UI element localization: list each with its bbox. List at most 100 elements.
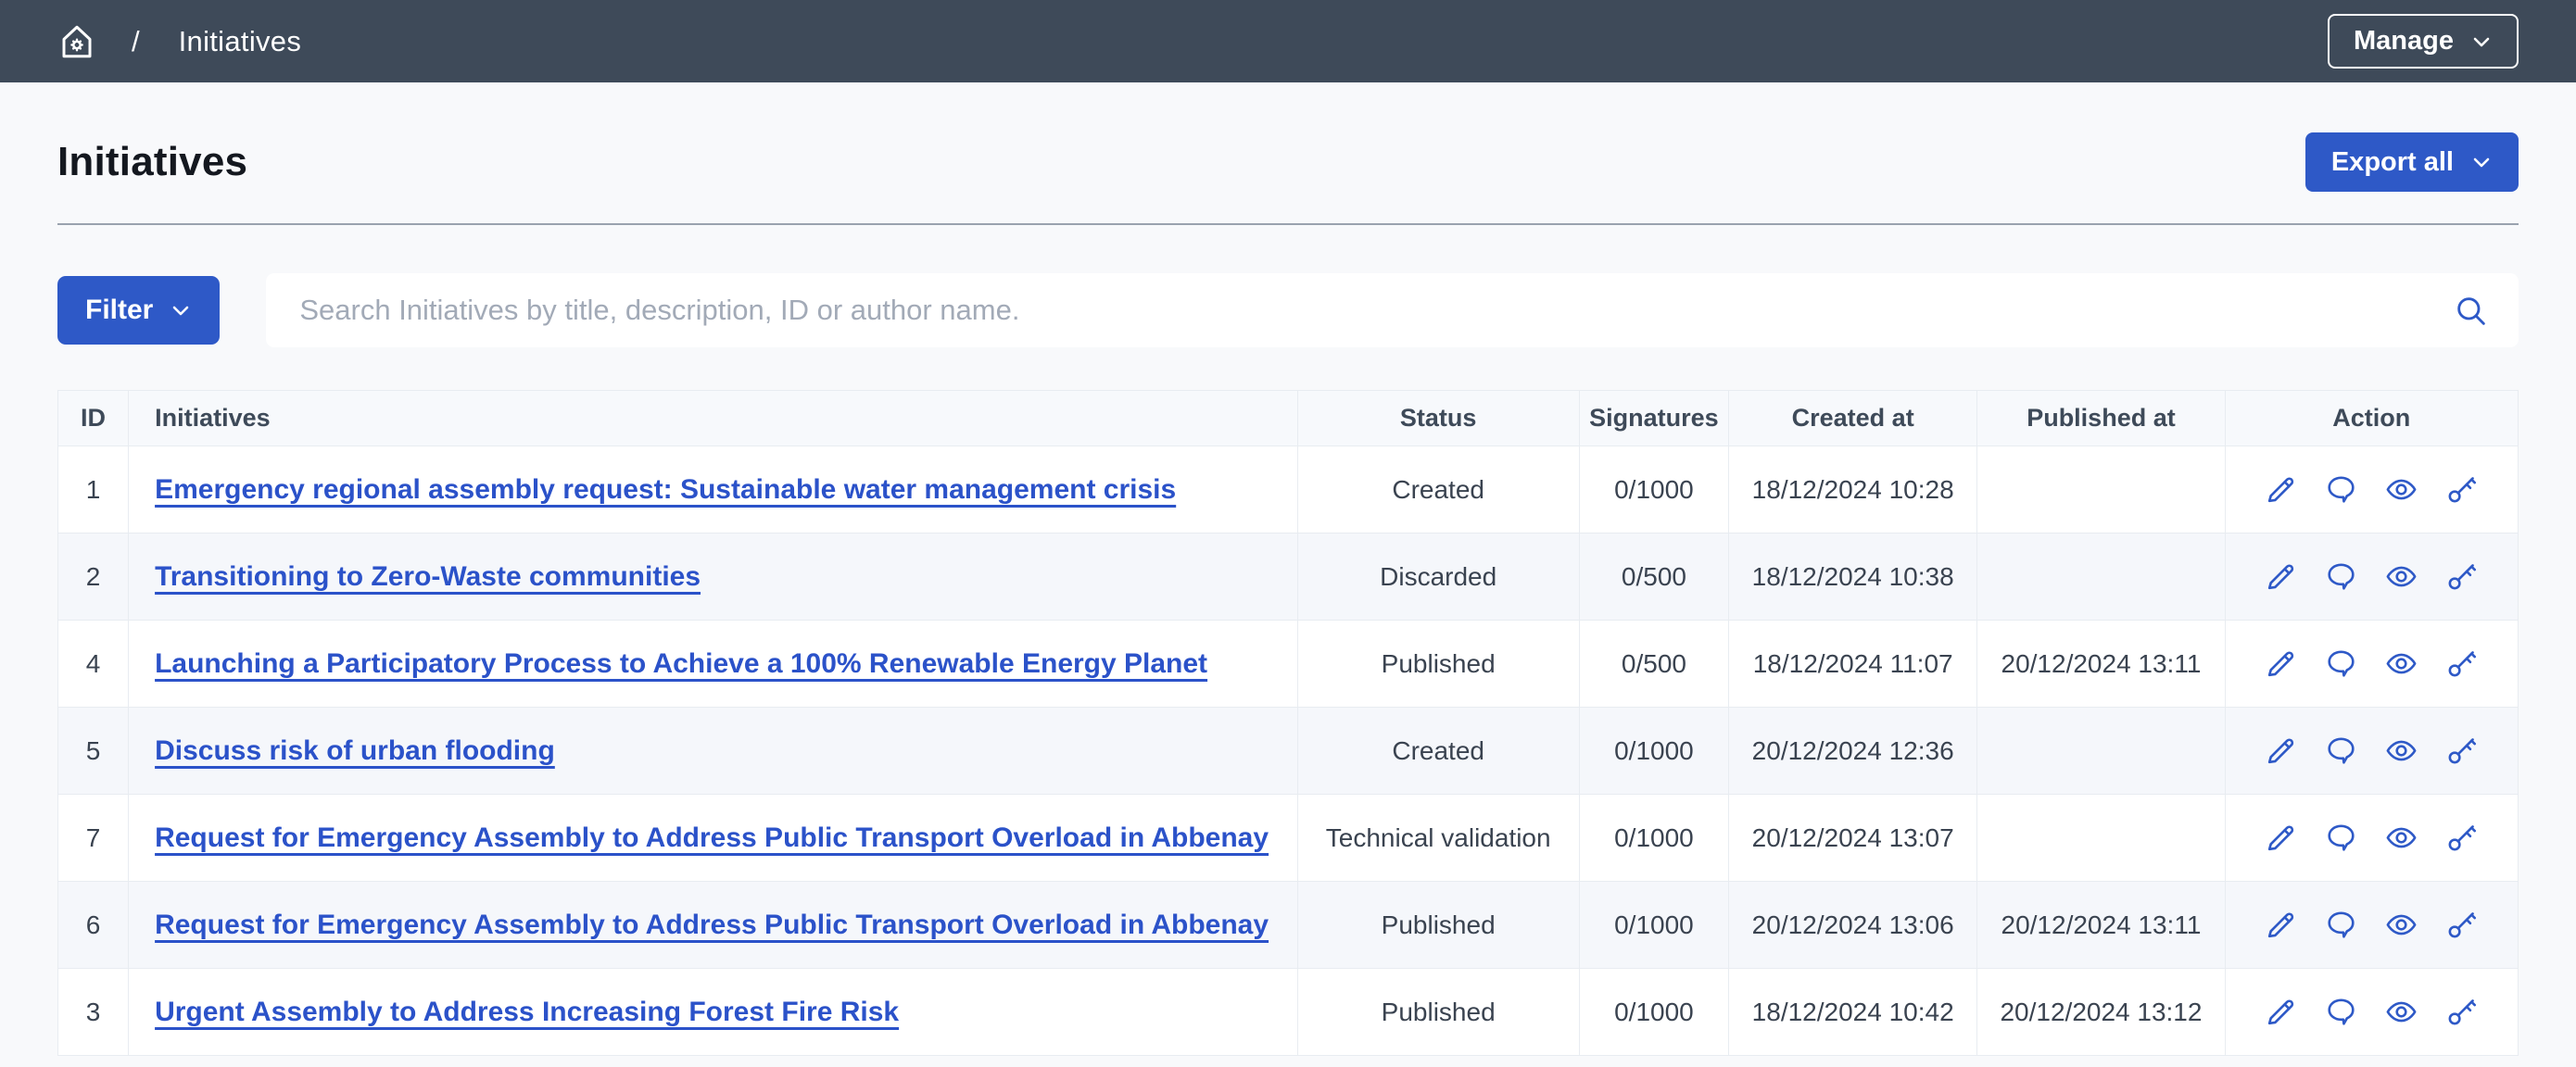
initiative-title-link[interactable]: Request for Emergency Assembly to Addres… <box>155 822 1269 853</box>
row-status: Published <box>1296 620 1580 708</box>
filter-button-label: Filter <box>85 295 154 325</box>
breadcrumb-separator: / <box>132 24 140 57</box>
row-signatures: 0/500 <box>1578 620 1730 708</box>
comment-bubble-icon[interactable] <box>2324 472 2358 507</box>
row-id: 2 <box>57 533 130 621</box>
edit-pencil-icon[interactable] <box>2264 821 2298 855</box>
comment-bubble-icon[interactable] <box>2324 734 2358 768</box>
title-divider <box>57 223 2519 225</box>
table-row: 7 Request for Emergency Assembly to Addre… <box>57 794 2519 882</box>
export-all-label: Export all <box>2330 146 2454 177</box>
chevron-down-icon <box>2470 151 2493 173</box>
row-status: Published <box>1296 881 1580 969</box>
initiative-title-link[interactable]: Discuss risk of urban flooding <box>155 734 555 766</box>
initiative-title-link[interactable]: Urgent Assembly to Address Increasing Fo… <box>155 996 900 1027</box>
search-input[interactable] <box>266 273 2519 347</box>
row-signatures: 0/1000 <box>1578 446 1730 534</box>
row-id: 4 <box>57 620 130 708</box>
preview-eye-icon[interactable] <box>2384 559 2418 594</box>
preview-eye-icon[interactable] <box>2384 472 2418 507</box>
column-header-created-at: Created at <box>1728 390 1978 446</box>
search-icon[interactable] <box>2452 292 2489 329</box>
permissions-key-icon[interactable] <box>2444 646 2479 681</box>
edit-pencil-icon[interactable] <box>2264 472 2298 507</box>
edit-pencil-icon[interactable] <box>2264 646 2298 681</box>
edit-pencil-icon[interactable] <box>2264 734 2298 768</box>
edit-pencil-icon[interactable] <box>2264 995 2298 1029</box>
comment-bubble-icon[interactable] <box>2324 646 2358 681</box>
table-row: 4 Launching a Participatory Process to Ac… <box>57 620 2519 708</box>
chevron-down-icon <box>170 299 192 321</box>
preview-eye-icon[interactable] <box>2384 734 2418 768</box>
column-header-published-at: Published at <box>1976 390 2226 446</box>
row-signatures: 0/1000 <box>1578 794 1730 882</box>
search-bar <box>266 273 2519 347</box>
row-status: Created <box>1296 707 1580 795</box>
row-published-at: 20/12/2024 13:11 <box>1976 620 2226 708</box>
page-title: Initiatives <box>57 139 248 184</box>
initiatives-table: ID Initiatives Status Signatures Created… <box>57 390 2519 1056</box>
row-actions <box>2224 881 2519 969</box>
row-published-at <box>1976 446 2226 534</box>
edit-pencil-icon[interactable] <box>2264 559 2298 594</box>
admin-topbar: / Initiatives Manage <box>0 0 2576 82</box>
permissions-key-icon[interactable] <box>2444 908 2479 942</box>
row-published-at: 20/12/2024 13:11 <box>1976 881 2226 969</box>
row-created-at: 20/12/2024 13:07 <box>1728 794 1978 882</box>
permissions-key-icon[interactable] <box>2444 472 2479 507</box>
table-row: 1 Emergency regional assembly request: Su… <box>57 446 2519 534</box>
row-published-at: 20/12/2024 13:12 <box>1976 968 2226 1056</box>
preview-eye-icon[interactable] <box>2384 995 2418 1029</box>
column-header-status: Status <box>1296 390 1580 446</box>
row-created-at: 18/12/2024 11:07 <box>1728 620 1978 708</box>
row-signatures: 0/1000 <box>1578 968 1730 1056</box>
column-header-id: ID <box>57 390 130 446</box>
permissions-key-icon[interactable] <box>2444 734 2479 768</box>
initiative-title-link[interactable]: Transitioning to Zero-Waste communities <box>155 560 701 592</box>
initiative-title-link[interactable]: Request for Emergency Assembly to Addres… <box>155 909 1269 940</box>
export-all-button[interactable]: Export all <box>2305 132 2519 192</box>
row-created-at: 20/12/2024 12:36 <box>1728 707 1978 795</box>
main-content: Initiatives Export all Filter <box>0 132 2576 1056</box>
row-status: Created <box>1296 446 1580 534</box>
permissions-key-icon[interactable] <box>2444 559 2479 594</box>
manage-button[interactable]: Manage <box>2328 14 2519 69</box>
comment-bubble-icon[interactable] <box>2324 559 2358 594</box>
edit-pencil-icon[interactable] <box>2264 908 2298 942</box>
initiative-title-link[interactable]: Launching a Participatory Process to Ach… <box>155 647 1208 679</box>
row-status: Published <box>1296 968 1580 1056</box>
table-row: 3 Urgent Assembly to Address Increasing F… <box>57 968 2519 1056</box>
preview-eye-icon[interactable] <box>2384 646 2418 681</box>
column-header-initiatives: Initiatives <box>128 390 1298 446</box>
table-header-row: ID Initiatives Status Signatures Created… <box>57 390 2519 446</box>
filter-button[interactable]: Filter <box>57 276 221 345</box>
permissions-key-icon[interactable] <box>2444 995 2479 1029</box>
table-row: 6 Request for Emergency Assembly to Addre… <box>57 881 2519 969</box>
comment-bubble-icon[interactable] <box>2324 821 2358 855</box>
row-created-at: 18/12/2024 10:28 <box>1728 446 1978 534</box>
row-id: 5 <box>57 707 130 795</box>
initiative-title-link[interactable]: Emergency regional assembly request: Sus… <box>155 473 1177 505</box>
permissions-key-icon[interactable] <box>2444 821 2479 855</box>
comment-bubble-icon[interactable] <box>2324 995 2358 1029</box>
row-published-at <box>1976 533 2226 621</box>
row-status: Technical validation <box>1296 794 1580 882</box>
row-id: 3 <box>57 968 130 1056</box>
row-signatures: 0/1000 <box>1578 707 1730 795</box>
preview-eye-icon[interactable] <box>2384 821 2418 855</box>
comment-bubble-icon[interactable] <box>2324 908 2358 942</box>
row-id: 1 <box>57 446 130 534</box>
home-gear-icon[interactable] <box>57 22 96 61</box>
row-actions <box>2224 620 2519 708</box>
table-row: 2 Transitioning to Zero-Waste communities… <box>57 533 2519 621</box>
row-published-at <box>1976 794 2226 882</box>
column-header-action: Action <box>2224 390 2519 446</box>
row-created-at: 18/12/2024 10:42 <box>1728 968 1978 1056</box>
manage-button-label: Manage <box>2354 26 2454 56</box>
breadcrumb-current: Initiatives <box>178 24 302 57</box>
table-row: 5 Discuss risk of urban flooding Created 0/… <box>57 707 2519 795</box>
row-id: 6 <box>57 881 130 969</box>
row-signatures: 0/1000 <box>1578 881 1730 969</box>
preview-eye-icon[interactable] <box>2384 908 2418 942</box>
column-header-signatures: Signatures <box>1578 390 1730 446</box>
